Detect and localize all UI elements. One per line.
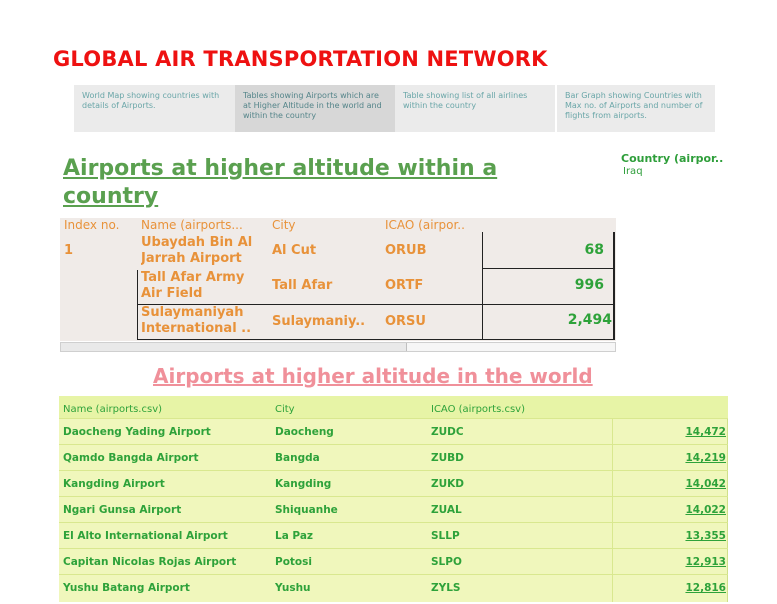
table-row[interactable]: Daocheng Yading Airport Daocheng ZUDC 14… bbox=[59, 418, 728, 445]
altitude-cell[interactable]: 14,042 bbox=[685, 478, 726, 490]
tab-world-map[interactable]: World Map showing countries with details… bbox=[74, 85, 235, 132]
city-cell: Daocheng bbox=[275, 426, 334, 438]
city-cell: Potosi bbox=[275, 556, 312, 568]
airport-name-cell: El Alto International Airport bbox=[63, 530, 228, 542]
airport-name-cell: Tall Afar Army Air Field bbox=[141, 270, 245, 301]
city-cell: Sulaymaniy.. bbox=[272, 314, 366, 329]
table-body: 1 Ubaydah Bin Al Jarrah Airport Al Cut O… bbox=[60, 232, 616, 341]
tab-altitude-tables[interactable]: Tables showing Airports which are at Hig… bbox=[235, 85, 395, 132]
icao-cell: ORSU bbox=[385, 314, 426, 329]
column-header-city[interactable]: City bbox=[275, 404, 295, 415]
tab-label: Bar Graph showing Countries with Max no.… bbox=[565, 91, 703, 120]
tab-label: Tables showing Airports which are at Hig… bbox=[243, 91, 382, 120]
icao-cell: ORUB bbox=[385, 243, 427, 258]
altitude-cell[interactable]: 14,022 bbox=[685, 504, 726, 516]
airport-name-cell: Ubaydah Bin Al Jarrah Airport bbox=[141, 235, 253, 266]
table-row[interactable]: Ngari Gunsa Airport Shiquanhe ZUAL 14,02… bbox=[59, 496, 728, 523]
airport-name-cell: Ngari Gunsa Airport bbox=[63, 504, 182, 516]
table-header: Name (airports.csv) City ICAO (airports.… bbox=[59, 396, 728, 418]
altitude-cell: 996 bbox=[574, 277, 604, 293]
icao-cell: SLPO bbox=[431, 556, 462, 568]
city-cell: Bangda bbox=[275, 452, 320, 464]
icao-cell: ZUDC bbox=[431, 426, 464, 438]
airport-name-cell: Sulaymaniyah International .. bbox=[141, 305, 252, 336]
tab-bar-graph[interactable]: Bar Graph showing Countries with Max no.… bbox=[556, 85, 715, 132]
column-separator bbox=[482, 232, 483, 340]
airport-name-cell: Yushu Batang Airport bbox=[63, 582, 190, 594]
tab-label: Table showing list of all airlines withi… bbox=[403, 91, 528, 110]
row-separator bbox=[137, 339, 615, 340]
table-row[interactable]: El Alto International Airport La Paz SLL… bbox=[59, 522, 728, 549]
row-separator bbox=[137, 270, 138, 340]
table-row[interactable]: Yushu Batang Airport Yushu ZYLS 12,816 bbox=[59, 574, 728, 601]
column-header-icao[interactable]: ICAO (airpor.. bbox=[385, 218, 465, 232]
table-row[interactable]: 1 Ubaydah Bin Al Jarrah Airport Al Cut O… bbox=[60, 232, 616, 268]
icao-cell: ZUBD bbox=[431, 452, 464, 464]
icao-cell: ZYLS bbox=[431, 582, 461, 594]
altitude-cell[interactable]: 12,816 bbox=[685, 582, 726, 594]
altitude-cell[interactable]: 13,355 bbox=[685, 530, 726, 542]
altitude-cell[interactable]: 12,913 bbox=[685, 556, 726, 568]
table-row[interactable]: Capitan Nicolas Rojas Airport Potosi SLP… bbox=[59, 548, 728, 575]
table-row[interactable]: Sulaymaniyah International .. Sulaymaniy… bbox=[60, 304, 616, 340]
icao-cell: ORTF bbox=[385, 278, 424, 293]
city-cell: Al Cut bbox=[272, 243, 317, 258]
city-cell: Kangding bbox=[275, 478, 332, 490]
country-altitude-heading: Airports at higher altitude within a cou… bbox=[63, 156, 498, 209]
row-separator bbox=[137, 304, 615, 305]
story-navigation: World Map showing countries with details… bbox=[74, 85, 715, 132]
index-cell: 1 bbox=[64, 243, 74, 258]
table-row[interactable]: Qamdo Bangda Airport Bangda ZUBD 14,219 bbox=[59, 444, 728, 471]
airport-name-cell: Qamdo Bangda Airport bbox=[63, 452, 199, 464]
table-row[interactable]: Tall Afar Army Air Field Tall Afar ORTF … bbox=[60, 268, 616, 304]
airport-name-cell: Kangding Airport bbox=[63, 478, 165, 490]
altitude-cell[interactable]: 14,472 bbox=[685, 426, 726, 438]
column-separator bbox=[612, 418, 613, 602]
tab-label: World Map showing countries with details… bbox=[82, 91, 220, 110]
column-header-icao[interactable]: ICAO (airports.csv) bbox=[431, 404, 525, 415]
column-header-name[interactable]: Name (airports.csv) bbox=[63, 404, 163, 415]
world-altitude-table: Name (airports.csv) City ICAO (airports.… bbox=[59, 396, 728, 602]
country-filter-value[interactable]: Iraq bbox=[623, 166, 643, 177]
row-separator bbox=[482, 268, 615, 269]
table-row[interactable]: Kangding Airport Kangding ZUKD 14,042 bbox=[59, 470, 728, 497]
altitude-cell: 68 bbox=[584, 242, 604, 258]
airport-name-cell: Daocheng Yading Airport bbox=[63, 426, 211, 438]
icao-cell: ZUKD bbox=[431, 478, 464, 490]
world-altitude-heading: Airports at higher altitude in the world bbox=[153, 364, 593, 388]
icao-cell: SLLP bbox=[431, 530, 460, 542]
altitude-cell: 2,494 bbox=[567, 312, 612, 328]
dashboard-title: GLOBAL AIR TRANSPORTATION NETWORK bbox=[53, 47, 548, 71]
scrollbar-thumb[interactable] bbox=[61, 343, 407, 351]
country-filter-title[interactable]: Country (airpor.. bbox=[621, 152, 724, 165]
city-cell: Shiquanhe bbox=[275, 504, 338, 516]
column-header-name[interactable]: Name (airports... bbox=[141, 218, 243, 232]
airport-name-cell: Capitan Nicolas Rojas Airport bbox=[63, 556, 237, 568]
city-cell: Yushu bbox=[275, 582, 311, 594]
table-header: Index no. Name (airports... City ICAO (a… bbox=[60, 218, 616, 232]
column-header-city[interactable]: City bbox=[272, 218, 296, 232]
city-cell: Tall Afar bbox=[272, 278, 333, 293]
icao-cell: ZUAL bbox=[431, 504, 462, 516]
city-cell: La Paz bbox=[275, 530, 314, 542]
column-separator bbox=[613, 232, 615, 340]
column-header-index[interactable]: Index no. bbox=[64, 218, 120, 232]
altitude-cell[interactable]: 14,219 bbox=[685, 452, 726, 464]
tab-airlines-table[interactable]: Table showing list of all airlines withi… bbox=[395, 85, 555, 132]
horizontal-scrollbar[interactable] bbox=[60, 342, 616, 352]
